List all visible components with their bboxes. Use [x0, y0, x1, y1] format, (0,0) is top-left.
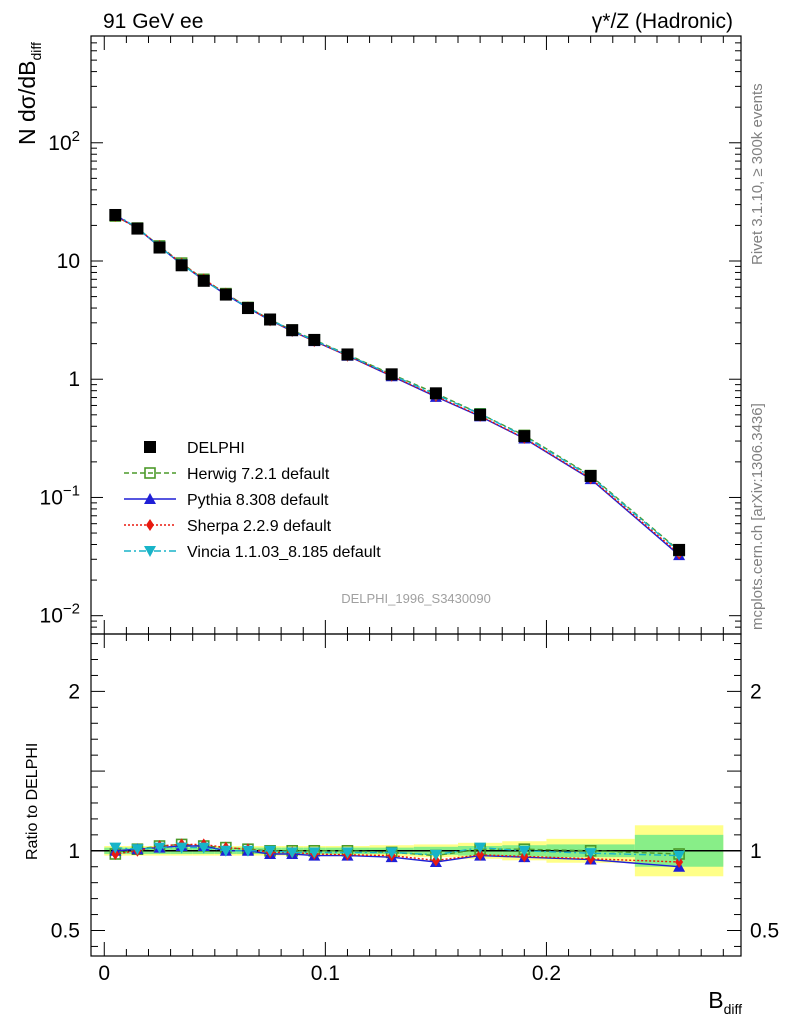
ratio-point-vincia: [584, 848, 597, 860]
legend-label: Sherpa 2.2.9 default: [187, 518, 332, 535]
ratio-point-vincia: [385, 847, 398, 859]
legend-marker: [144, 546, 156, 557]
ratio-line-sherpa: [115, 843, 680, 863]
main-y-tick-label: 10−1: [40, 482, 80, 509]
legend-label: Pythia 8.308 default: [187, 492, 329, 509]
main-point-delphi: [308, 333, 321, 346]
ratio-point-vincia: [286, 847, 299, 859]
main-point-delphi: [429, 387, 442, 400]
ratio-y-tick-label-right: 2: [750, 680, 762, 703]
legend-label: Vincia 1.1.03_8.185 default: [187, 544, 381, 561]
ratio-frame: [90, 633, 742, 957]
ratio-point-vincia: [474, 842, 487, 854]
ratio-point-sherpa: [675, 855, 684, 868]
ratio-point-vincia: [175, 842, 188, 854]
ratio-point-vincia: [109, 842, 122, 854]
main-point-delphi: [241, 302, 254, 315]
side-text-top: Rivet 3.1.10, ≥ 300k events: [749, 83, 766, 265]
main-point-delphi: [264, 313, 277, 326]
main-y-tick-label: 1: [68, 368, 80, 391]
main-point-delphi: [175, 259, 188, 272]
ratio-point-vincia: [197, 842, 210, 854]
header-right: γ*/Z (Hadronic): [592, 10, 733, 33]
main-series-layer: [109, 208, 686, 561]
main-point-delphi: [153, 241, 166, 254]
side-text-bottom: mcplots.cern.ch [arXiv:1306.3436]: [749, 403, 766, 630]
ratio-point-vincia: [673, 850, 686, 862]
main-point-delphi: [109, 208, 122, 221]
ratio-point-vincia: [429, 849, 442, 861]
main-point-delphi: [341, 348, 354, 361]
main-line-sherpa: [114, 215, 680, 555]
x-axis-label: Bdiff: [708, 987, 742, 1017]
ratio-point-vincia: [308, 847, 321, 859]
main-point-delphi: [518, 430, 531, 443]
ratio-y-tick-label: 2: [68, 680, 80, 703]
main-point-delphi: [286, 324, 299, 337]
legend-label: DELPHI: [187, 440, 245, 457]
ratio-series-layer: [109, 838, 686, 872]
ratio-point-sherpa: [111, 847, 120, 860]
uncertainty-bands: [91, 825, 741, 877]
main-point-delphi: [385, 368, 398, 381]
legend: DELPHI Herwig 7.2.1 default Pythia 8.308 d…: [124, 440, 381, 561]
ratio-y-tick-label-right: 1: [750, 840, 762, 863]
x-tick-label: 0: [98, 962, 110, 985]
main-point-delphi: [131, 222, 144, 235]
ratio-y-axis-label: Ratio to DELPHI: [24, 743, 41, 860]
ratio-point-vincia: [153, 842, 166, 854]
ratio-point-vincia: [264, 845, 277, 857]
ratio-y-tick-label-right: 0.5: [750, 919, 779, 942]
main-point-delphi: [584, 469, 597, 482]
ratio-point-vincia: [341, 847, 354, 859]
legend-label: Herwig 7.2.1 default: [187, 466, 330, 483]
x-tick-label: 0.2: [532, 962, 561, 985]
legend-marker: [144, 441, 156, 453]
header-left: 91 GeV ee: [103, 10, 203, 33]
main-point-delphi: [474, 408, 487, 421]
legend-marker: [146, 519, 154, 531]
legend-marker: [144, 467, 156, 479]
ratio-point-vincia: [131, 844, 144, 856]
main-y-tick-label: 102: [48, 128, 80, 155]
main-point-delphi: [197, 274, 210, 287]
ratio-point-vincia: [518, 845, 531, 857]
main-point-delphi: [219, 288, 232, 301]
ratio-point-sherpa: [476, 848, 485, 861]
ratio-y-tick-label: 1: [68, 840, 80, 863]
watermark: DELPHI_1996_S3430090: [341, 591, 491, 606]
ratio-line-vincia: [115, 846, 680, 857]
ratio-point-vincia: [241, 845, 254, 857]
x-tick-label: 0.1: [311, 962, 340, 985]
main-y-tick-label: 10: [57, 250, 80, 273]
ratio-y-tick-label: 0.5: [51, 919, 80, 942]
ratio-point-vincia: [219, 845, 232, 857]
legend-marker: [144, 493, 156, 504]
main-y-tick-label: 10−2: [40, 601, 80, 628]
main-y-axis-label: N dσ/dBdiff: [14, 42, 44, 145]
main-point-delphi: [673, 543, 686, 556]
